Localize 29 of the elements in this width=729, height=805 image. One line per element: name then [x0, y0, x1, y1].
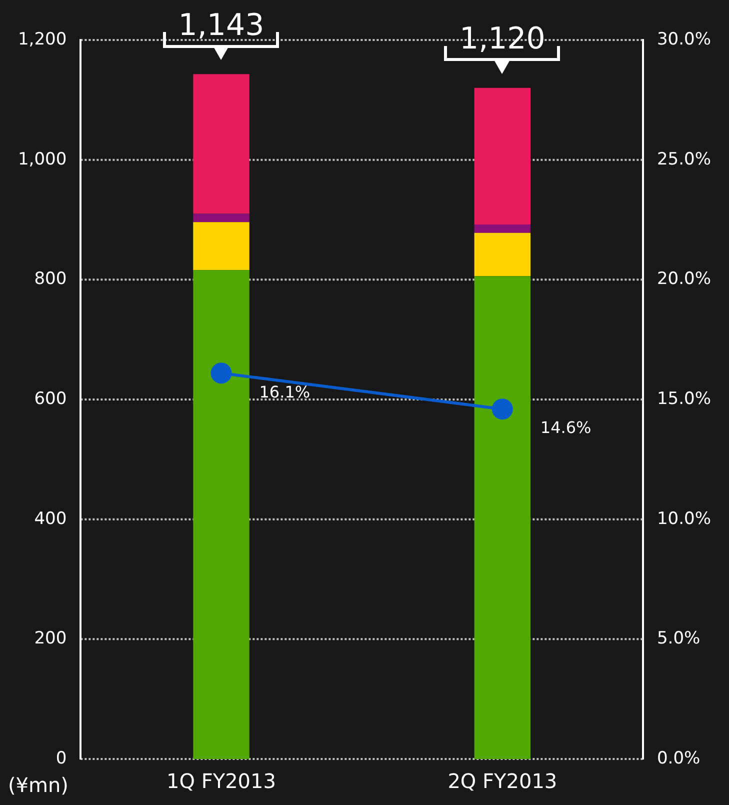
y-tick-label: 800 — [34, 269, 67, 290]
y-tick-label: 600 — [34, 388, 67, 409]
y-tick-label: 0 — [56, 748, 67, 768]
bar — [474, 224, 531, 233]
y2-tick-label: 5.0% — [656, 628, 700, 649]
data-label: 16.1% — [259, 382, 310, 402]
bar — [474, 276, 531, 759]
bar — [193, 222, 250, 270]
y2-tick-label: 15.0% — [656, 388, 712, 409]
bar — [474, 88, 531, 225]
data-label: 14.6% — [540, 418, 592, 438]
x-tick-label: 2Q FY2013 — [448, 769, 558, 794]
y-tick-label: 1,200 — [18, 29, 67, 50]
y2-tick-label: 30.0% — [656, 29, 712, 50]
bar — [193, 214, 250, 222]
y2-tick-label: 10.0% — [656, 508, 712, 529]
x-tick-label: 1Q FY2013 — [166, 769, 276, 794]
text: (¥mn) — [8, 773, 68, 798]
y-tick-label: 200 — [34, 628, 67, 649]
y-tick-label: 400 — [34, 508, 67, 529]
total-label: 1,143 — [178, 8, 264, 43]
bar — [193, 270, 250, 759]
y2-tick-label: 20.0% — [656, 269, 712, 290]
y-tick-label: 1,000 — [18, 149, 67, 170]
y2-tick-label: 25.0% — [656, 149, 712, 170]
total-label: 1,120 — [459, 22, 546, 57]
y2-tick-label: 0.0% — [656, 748, 700, 768]
bar — [474, 232, 531, 276]
bar — [193, 74, 250, 214]
